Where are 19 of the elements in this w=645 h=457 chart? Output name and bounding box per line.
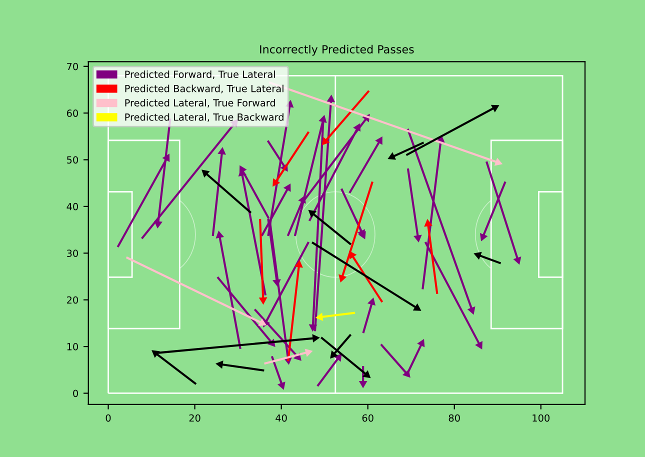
- legend-label: Predicted Lateral, True Forward: [125, 98, 276, 108]
- y-tick-label: 20: [66, 296, 78, 304]
- x-tick-label: 0: [106, 414, 111, 422]
- x-tick-label: 80: [448, 414, 460, 422]
- legend-label: Predicted Forward, True Lateral: [125, 70, 275, 79]
- y-tick-label: 70: [67, 62, 78, 70]
- x-tick-label: 100: [532, 414, 550, 422]
- y-tick-label: 40: [66, 202, 78, 210]
- x-tick-label: 40: [276, 414, 287, 422]
- y-tick-label: 0: [73, 390, 78, 398]
- y-tick-label: 30: [67, 250, 78, 257]
- y-tick-label: 50: [67, 156, 78, 164]
- y-tick-label: 10: [67, 343, 78, 350]
- x-tick-label: 60: [362, 414, 374, 422]
- chart-title: Incorrectly Predicted Passes: [260, 44, 414, 56]
- legend-label: Predicted Backward, True Lateral: [125, 84, 284, 94]
- legend-label: Predicted Lateral, True Backward: [125, 113, 284, 122]
- x-tick-label: 20: [189, 414, 200, 422]
- y-tick-label: 60: [66, 110, 78, 117]
